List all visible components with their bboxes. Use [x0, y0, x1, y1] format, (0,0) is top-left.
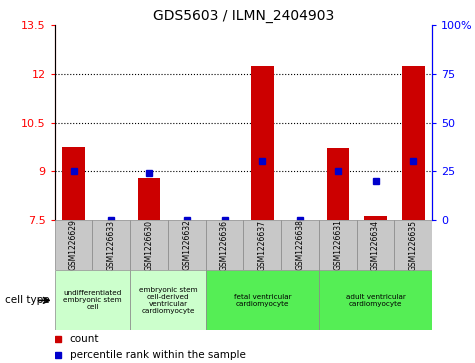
Bar — [251, 66, 274, 220]
Text: fetal ventricular
cardiomyocyte: fetal ventricular cardiomyocyte — [234, 294, 291, 307]
Bar — [243, 220, 281, 270]
Text: GSM1226630: GSM1226630 — [144, 220, 153, 270]
Bar — [138, 178, 161, 220]
Bar — [206, 270, 319, 330]
Text: GSM1226636: GSM1226636 — [220, 220, 229, 270]
Bar — [319, 220, 357, 270]
Text: undifferentiated
embryonic stem
cell: undifferentiated embryonic stem cell — [63, 290, 122, 310]
Text: embryonic stem
cell-derived
ventricular
cardiomyocyte: embryonic stem cell-derived ventricular … — [139, 287, 197, 314]
Bar — [326, 148, 349, 220]
Text: GSM1226635: GSM1226635 — [409, 220, 418, 270]
Bar — [55, 270, 130, 330]
Text: GSM1226634: GSM1226634 — [371, 220, 380, 270]
Text: GSM1226638: GSM1226638 — [295, 220, 304, 270]
Bar — [402, 66, 425, 220]
Bar — [62, 147, 85, 220]
Text: GSM1226637: GSM1226637 — [258, 220, 267, 270]
Bar — [55, 220, 92, 270]
Bar — [130, 220, 168, 270]
Bar — [206, 220, 243, 270]
Text: GSM1226629: GSM1226629 — [69, 220, 78, 270]
Bar — [130, 270, 206, 330]
Text: adult ventricular
cardiomyocyte: adult ventricular cardiomyocyte — [346, 294, 406, 307]
Bar — [281, 220, 319, 270]
Text: GSM1226631: GSM1226631 — [333, 220, 342, 270]
Text: GSM1226633: GSM1226633 — [107, 220, 116, 270]
Text: cell type: cell type — [5, 295, 49, 305]
Title: GDS5603 / ILMN_2404903: GDS5603 / ILMN_2404903 — [153, 9, 334, 23]
Bar — [92, 220, 130, 270]
Bar — [357, 220, 394, 270]
Text: percentile rank within the sample: percentile rank within the sample — [70, 350, 246, 360]
Text: GSM1226632: GSM1226632 — [182, 220, 191, 270]
Bar — [364, 216, 387, 220]
Bar — [319, 270, 432, 330]
Bar — [395, 220, 432, 270]
Bar — [168, 220, 206, 270]
Text: count: count — [70, 334, 99, 344]
